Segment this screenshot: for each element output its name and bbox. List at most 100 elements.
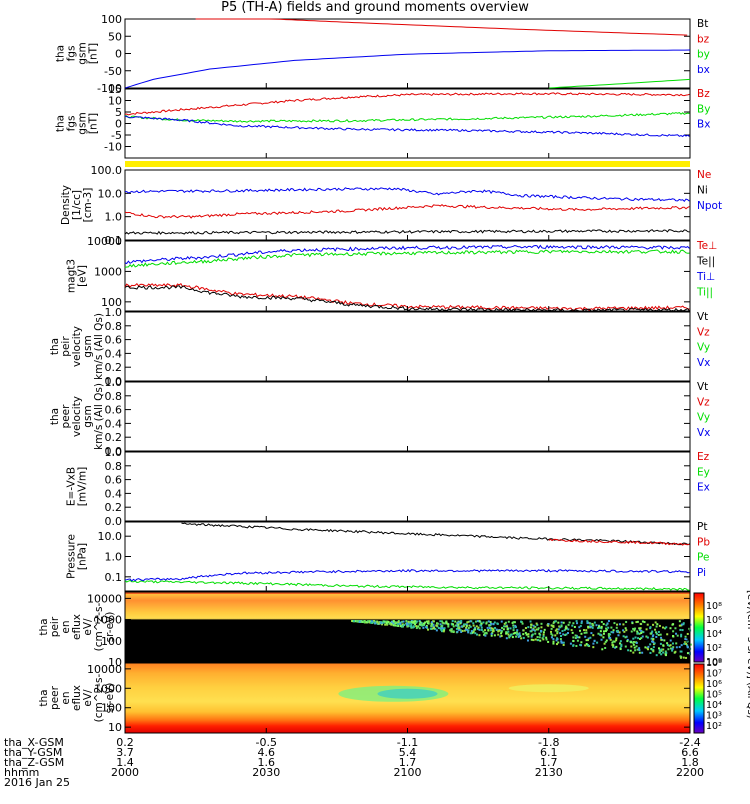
y-label-line: [mV/m] [77, 467, 89, 506]
y-axis-label: tha peer en eflux eV/(cm^2-s-sr-eV) [38, 673, 116, 722]
y-tick-label: 0.1 [105, 571, 123, 584]
y-tick-label: 1.0 [105, 551, 123, 564]
colorbar-tick: 10⁶ [706, 615, 722, 626]
colorbar-tick: 10⁸ [706, 601, 722, 612]
series-bz [124, 92, 690, 116]
x-tick-xgsm: -0.5 [256, 736, 277, 749]
x-tick-hhmm: 2100 [394, 766, 422, 779]
y-tick-label: -5 [111, 129, 122, 142]
y-label-line: sr-eV) [104, 612, 116, 643]
colorbar-tick: 10⁷ [706, 669, 722, 680]
legend-npot: Npot [697, 200, 722, 212]
legend-ni: Ni [697, 185, 708, 197]
colorbar-lower [693, 663, 705, 734]
x-tick-xgsm: 0.2 [116, 736, 134, 749]
x-row-label: tha_Y-GSM [4, 746, 62, 759]
y-tick-label: 1000 [94, 682, 122, 695]
y-tick-label: 15 [108, 83, 122, 96]
y-tick-label: 1.0 [105, 211, 123, 224]
y-label-line: km/s (All Qs) [93, 383, 105, 450]
y-label-line: gsm [77, 112, 89, 134]
x-tick-xgsm: -2.4 [679, 736, 700, 749]
legend-vy: Vy [697, 412, 710, 424]
y-label-line: eV/ [82, 689, 94, 707]
legend-bz: Bz [697, 88, 710, 100]
series-ti [124, 244, 690, 265]
y-tick-label: 100 [101, 13, 122, 26]
y-axis-label: tha peer velocity gsm km/s (All Qs) [49, 383, 105, 450]
y-tick-label: 0.1 [105, 234, 123, 247]
y-tick-label: 0.8 [105, 320, 123, 333]
y-tick-label: 0.4 [105, 487, 123, 500]
legend-vz: Vz [697, 396, 710, 408]
y-tick-label: 50 [108, 30, 122, 43]
y-label-line: (cm^2-s- [93, 673, 105, 722]
legend-by: By [697, 103, 710, 115]
y-axis-label: tha fgs gsm [nT] [55, 112, 100, 134]
series-ti [124, 249, 690, 268]
x-tick-ygsm: 6.1 [540, 746, 558, 759]
y-tick-label: 1000 [94, 614, 122, 627]
colorbar-tick: 10⁰ [706, 657, 722, 668]
x-row-label: hhmm [4, 766, 39, 779]
y-tick-label: 0.4 [105, 347, 123, 360]
y-tick-label: 1.0 [105, 306, 123, 319]
legend-vt: Vt [697, 381, 708, 393]
y-label-line: tha [49, 338, 61, 355]
y-label-line: [nT] [88, 43, 100, 64]
flag-bar [125, 161, 690, 167]
y-label-line: en [60, 691, 72, 704]
x-tick-ygsm: 3.7 [116, 746, 134, 759]
colorbar-upper [693, 592, 705, 663]
series-pt [181, 522, 691, 546]
panel-density: 100.0 10.0 1.0 0.1 Density [1/cc] [cm-3] Ne Ni Np… [60, 164, 722, 247]
y-label-line: en [60, 620, 72, 633]
y-tick-label: 0.6 [105, 334, 123, 347]
legend-bx: bx [697, 64, 710, 76]
y-tick-label: 100 [101, 702, 122, 715]
y-label-line: sr-eV) [104, 683, 116, 714]
y-tick-label: 0.0 [105, 445, 123, 458]
panel-peir-eflux: 10000 1000 100 10 tha peir en eflux eV/(cm^2-s-s… [38, 591, 692, 669]
y-tick-label: 10.0 [98, 187, 123, 200]
y-label-line: gsm [77, 42, 89, 64]
series-bx [124, 115, 690, 138]
legend-pt: Pt [697, 521, 707, 533]
y-label-line: gsm [82, 335, 94, 357]
series-pi [124, 568, 690, 582]
y-tick-label: 10 [108, 95, 122, 108]
plot-title: P5 (TH-A) fields and ground moments over… [221, 0, 529, 15]
y-label-line: tha [55, 45, 67, 62]
y-label-line: [nPa] [77, 543, 89, 570]
y-axis-label: Pressure [nPa] [66, 534, 89, 579]
y-label-line: peir [49, 616, 61, 637]
legend-pb: Pb [697, 536, 710, 548]
series-ne [124, 203, 690, 219]
x-tick-zgsm: 1.6 [258, 756, 276, 769]
legend-vy: Vy [697, 342, 710, 354]
y-tick-label: 0.6 [105, 474, 123, 487]
legend-ez: Ez [697, 451, 710, 463]
y-tick-label: 10 [108, 656, 122, 669]
y-tick-label: 10 [108, 721, 122, 734]
legend-bt: Bt [697, 18, 708, 30]
y-label-line: peer [49, 685, 61, 710]
y-label-line: E=-VxB [66, 467, 78, 506]
y-label-line: tha [38, 689, 50, 706]
y-axis-label: tha peir velocity gsm km/s (All Qs) [49, 313, 105, 380]
panel-frame [124, 18, 691, 89]
y-tick-label: 1000 [94, 265, 122, 278]
x-tick-hhmm: 2030 [252, 766, 280, 779]
series-npot [125, 187, 690, 203]
panel-frame [124, 451, 691, 522]
legend-bx: Bx [697, 119, 710, 131]
y-tick-label: 0.8 [105, 460, 123, 473]
y-label-line: (cm^2-s- [93, 602, 105, 651]
legend-vt: Vt [697, 311, 708, 323]
y-tick-label: 0.2 [105, 501, 123, 514]
legend-pi: Pi [697, 567, 706, 579]
legend-ti: Ti|| [696, 287, 713, 299]
colorbar-tick: 10⁴ [706, 629, 722, 640]
